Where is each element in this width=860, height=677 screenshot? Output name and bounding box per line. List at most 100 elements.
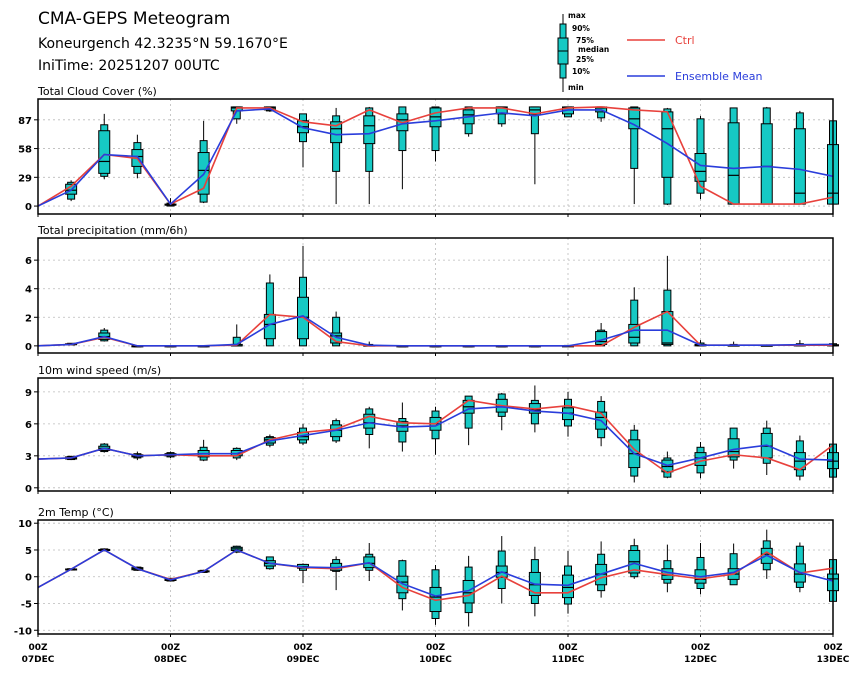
y-tick-label: 0 <box>25 342 32 353</box>
ensemble-box <box>661 107 674 206</box>
legend-label-5: 10% <box>572 67 590 76</box>
box-25-75 <box>694 153 707 182</box>
ensemble-box <box>429 106 442 162</box>
ensemble-box <box>330 556 343 591</box>
ensemble-box <box>694 543 707 595</box>
y-tick-label: 0 <box>25 202 32 213</box>
box-10-90 <box>630 299 639 347</box>
ensemble-box <box>462 395 475 446</box>
ensemble-box <box>363 106 376 205</box>
x-tick-label-time: 00Z <box>293 643 313 653</box>
box-10-90 <box>630 106 639 169</box>
ensemble-box <box>528 546 541 617</box>
ensemble-box <box>197 439 210 462</box>
x-tick-label-time: 00Z <box>426 643 446 653</box>
box-25-75 <box>330 121 343 144</box>
ensemble-box <box>495 536 508 604</box>
ensemble-box <box>98 113 111 180</box>
y-tick-label: 3 <box>25 452 32 463</box>
box-25-75 <box>528 106 541 116</box>
y-tick-label: 9 <box>25 388 32 399</box>
y-tick-label: -10 <box>14 626 32 637</box>
y-tick-label: 10 <box>18 519 32 530</box>
box-10-90 <box>332 316 341 347</box>
x-tick-label-date: 13DEC <box>817 655 850 665</box>
ensemble-mean-line <box>37 549 834 597</box>
ensemble-box <box>528 106 541 185</box>
box-25-75 <box>760 123 773 205</box>
location-label: Koneurgench 42.3235°N 59.1670°E <box>38 36 288 52</box>
x-tick-label-date: 10DEC <box>419 655 452 665</box>
y-tick-label: 4 <box>25 285 32 296</box>
panel-title: Total precipitation (mm/6h) <box>37 224 188 237</box>
panel-title: 2m Temp (°C) <box>38 506 114 519</box>
legend-label-4: 25% <box>576 55 594 64</box>
legend-label-2: 75% <box>576 36 594 45</box>
y-tick-label: 0 <box>25 573 32 584</box>
box-25-75 <box>727 438 740 458</box>
ensemble-box <box>297 245 309 347</box>
x-tick-label-date: 12DEC <box>684 655 717 665</box>
x-tick-label-date: 09DEC <box>287 655 320 665</box>
ensemble-box <box>727 107 740 205</box>
ensemble-box <box>495 392 508 431</box>
ensemble-box <box>661 544 674 593</box>
y-tick-label: 87 <box>18 116 32 127</box>
panel-1: Total precipitation (mm/6h) 0 2 4 6 <box>25 224 839 356</box>
panel-3: 2m Temp (°C) -10 -5 0 5 10 <box>14 506 839 637</box>
x-tick-label-time: 00Z <box>28 643 48 653</box>
box-25-75 <box>363 115 376 145</box>
box-25-75 <box>363 413 376 429</box>
box-25-75 <box>98 130 111 174</box>
legend-label-0: max <box>568 11 586 20</box>
ensemble-box <box>760 420 773 476</box>
ensemble-box <box>628 287 641 347</box>
panel-0: Total Cloud Cover (%) 0 29 58 87 <box>18 85 839 217</box>
ensemble-box <box>793 110 806 205</box>
y-tick-label: 6 <box>25 420 32 431</box>
legend-label-6: min <box>568 83 584 92</box>
ensemble-box <box>462 106 475 137</box>
x-tick-label-time: 00Z <box>823 643 843 653</box>
ensemble-box <box>595 323 608 347</box>
box-10-90 <box>332 115 341 172</box>
init-time-label: IniTime: 20251207 00UTC <box>38 58 220 74</box>
y-tick-label: 0 <box>25 484 32 495</box>
y-tick-label: -5 <box>21 599 32 610</box>
legend-label-3: median <box>578 45 609 54</box>
panel-frame <box>37 237 834 354</box>
x-tick-label-time: 00Z <box>691 643 711 653</box>
x-tick-label-time: 00Z <box>161 643 181 653</box>
ensemble-box <box>628 538 641 579</box>
panel-2: 10m wind speed (m/s) 0 3 6 9 <box>25 364 839 495</box>
x-tick-label-time: 00Z <box>558 643 578 653</box>
ensemble-box <box>330 107 343 205</box>
ensemble-box <box>396 106 409 190</box>
panel-title: 10m wind speed (m/s) <box>38 364 161 377</box>
y-tick-label: 29 <box>18 173 32 184</box>
box-25-75 <box>628 323 641 344</box>
ensemble-box <box>429 406 442 455</box>
box-25-75 <box>495 106 508 115</box>
legend-label-1: 90% <box>572 24 590 33</box>
box-25-75 <box>727 122 740 205</box>
y-tick-label: 6 <box>25 256 32 267</box>
y-tick-label: 5 <box>25 546 32 557</box>
chart-title: CMA-GEPS Meteogram <box>38 9 230 29</box>
x-tick-label-date: 07DEC <box>22 655 55 665</box>
box-10-90 <box>431 106 440 152</box>
ensemble-box <box>727 427 740 469</box>
ensemble-box <box>363 406 376 449</box>
ensemble-box <box>694 115 707 200</box>
x-tick-label-date: 08DEC <box>154 655 187 665</box>
ensemble-mean-line <box>37 405 834 467</box>
box-25-75 <box>562 574 574 599</box>
legend-mean-label: Ensemble Mean <box>675 70 762 83</box>
ensemble-box <box>562 551 574 614</box>
box-25-75 <box>595 331 608 345</box>
y-tick-label: 58 <box>18 145 32 156</box>
ensemble-box <box>760 106 773 205</box>
ensemble-box <box>98 328 111 342</box>
